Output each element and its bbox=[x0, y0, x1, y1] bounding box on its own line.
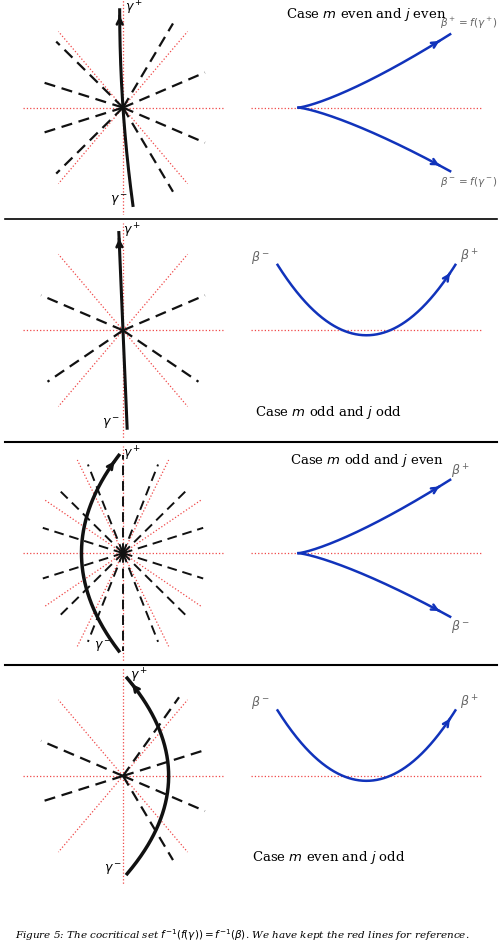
Text: $\gamma^-$: $\gamma^-$ bbox=[102, 416, 120, 431]
Text: Case $m$ even and $j$ even: Case $m$ even and $j$ even bbox=[286, 7, 446, 24]
Text: $\gamma^+$: $\gamma^+$ bbox=[123, 222, 141, 240]
Text: $\beta^+$: $\beta^+$ bbox=[450, 463, 469, 482]
Text: $\gamma^-$: $\gamma^-$ bbox=[110, 193, 127, 209]
Text: $\gamma^-$: $\gamma^-$ bbox=[104, 862, 122, 877]
Text: $\beta^- = f(\gamma^-)$: $\beta^- = f(\gamma^-)$ bbox=[439, 174, 496, 189]
Text: Case $m$ even and $j$ odd: Case $m$ even and $j$ odd bbox=[252, 849, 405, 866]
Text: $\beta^-$: $\beta^-$ bbox=[251, 695, 270, 712]
Text: $\beta^+ = f(\gamma^+)$: $\beta^+ = f(\gamma^+)$ bbox=[439, 16, 496, 31]
Text: $\beta^-$: $\beta^-$ bbox=[251, 249, 270, 266]
Text: Case $m$ odd and $j$ even: Case $m$ odd and $j$ even bbox=[289, 452, 442, 469]
Text: Figure 5: The cocritical set $f^{-1}(f(\gamma)) = f^{-1}(\beta)$. We have kept t: Figure 5: The cocritical set $f^{-1}(f(\… bbox=[15, 927, 468, 943]
Text: $\gamma^+$: $\gamma^+$ bbox=[130, 667, 148, 685]
Text: $\beta^+$: $\beta^+$ bbox=[458, 248, 477, 266]
Text: $\beta^+$: $\beta^+$ bbox=[458, 694, 477, 712]
Text: $\beta^-$: $\beta^-$ bbox=[450, 618, 469, 635]
Text: $\gamma^+$: $\gamma^+$ bbox=[123, 445, 141, 463]
Text: Case $m$ odd and $j$ odd: Case $m$ odd and $j$ odd bbox=[255, 404, 401, 421]
Text: $\gamma^+$: $\gamma^+$ bbox=[124, 0, 142, 17]
Text: $\gamma^-$: $\gamma^-$ bbox=[94, 639, 112, 654]
